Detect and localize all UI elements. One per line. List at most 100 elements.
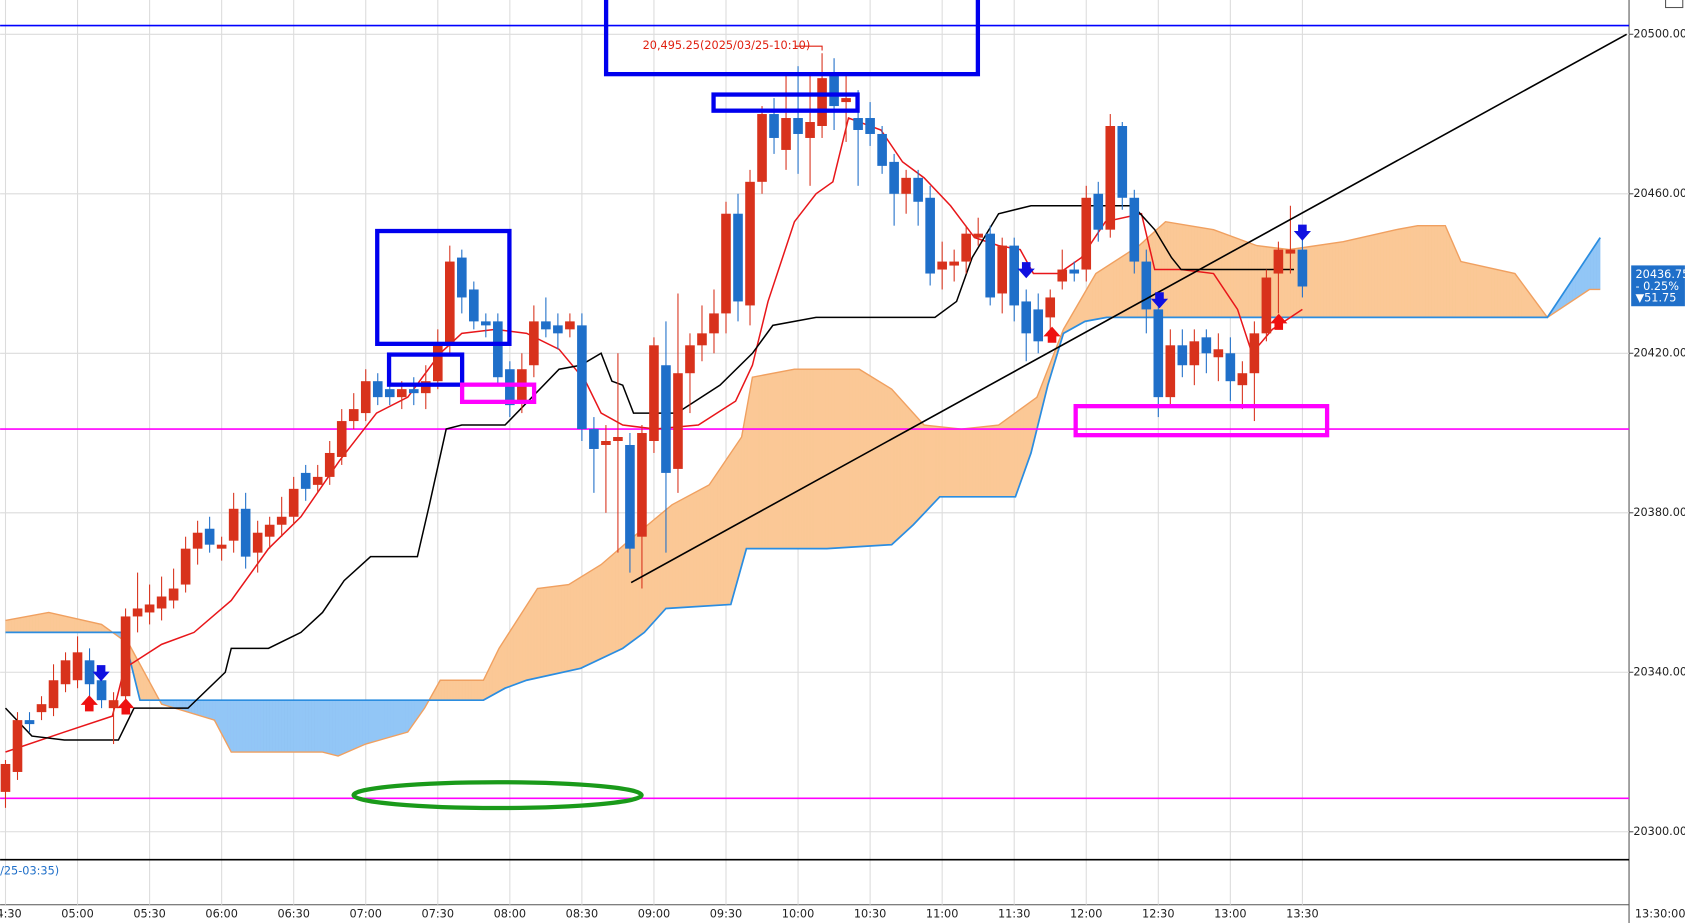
candle-body <box>1021 301 1032 334</box>
candle-body <box>1177 345 1188 366</box>
candle-body <box>649 345 659 442</box>
y-tick-label: 20420.00 <box>1633 346 1685 359</box>
highlight-box <box>603 0 981 77</box>
candle-body <box>445 261 455 346</box>
trend-line <box>630 33 1628 584</box>
y-tick-label: 20300.00 <box>1633 825 1685 838</box>
candle-body <box>853 118 863 130</box>
x-tick-label: 13:00 <box>1214 907 1246 920</box>
candle-body <box>733 213 743 302</box>
candle-body <box>601 441 611 445</box>
candle-body <box>336 421 347 457</box>
candle-body <box>1117 126 1128 198</box>
highlight-ellipse <box>351 780 644 811</box>
candle-body <box>937 261 947 270</box>
candle-body <box>252 532 263 553</box>
candle-body <box>192 532 203 549</box>
candle-body <box>469 289 479 322</box>
candle-body <box>1201 337 1212 354</box>
y-tick-label: 20340.00 <box>1633 665 1685 678</box>
candle-body <box>1261 277 1272 334</box>
candle-body <box>1033 309 1044 342</box>
candle-body <box>529 321 539 366</box>
candle-body <box>1081 197 1092 270</box>
candle-body <box>1153 309 1164 398</box>
up-arrow <box>117 698 135 715</box>
candle-body <box>1057 269 1068 282</box>
candle-body <box>1069 269 1080 274</box>
candle-body <box>913 177 923 202</box>
candle-body <box>889 161 899 194</box>
annotation-pointer <box>795 45 823 51</box>
down-arrow <box>1150 292 1169 309</box>
candle-body <box>384 389 395 398</box>
candle-body <box>781 118 791 150</box>
highlight-box <box>1073 404 1330 438</box>
candle-body <box>132 608 143 617</box>
high-annotation: 20,495.25(2025/03/25-10:10) <box>643 39 811 52</box>
candle-body <box>661 365 671 473</box>
x-tick-label: 07:00 <box>350 907 382 920</box>
candle-body <box>396 389 407 398</box>
candle-body <box>360 381 371 414</box>
x-tick-label: 12:30 <box>1142 907 1174 920</box>
candle-body <box>204 528 215 545</box>
candle-body <box>1285 249 1296 254</box>
candle-body <box>1141 261 1152 310</box>
candle-body <box>877 133 887 166</box>
candle-body <box>1045 297 1056 318</box>
candle-body <box>577 325 587 430</box>
x-tick-label: 09:30 <box>710 907 742 920</box>
buy-signals <box>80 313 1288 715</box>
x-tick-label: 04:30 <box>0 907 22 920</box>
candle-body <box>565 321 575 330</box>
candle-body <box>973 233 983 238</box>
candle-body <box>168 588 179 601</box>
candle-body <box>481 321 491 326</box>
corner-button[interactable] <box>1665 0 1684 9</box>
candle-body <box>216 544 227 549</box>
candle-body <box>697 333 707 346</box>
up-arrow <box>1043 326 1061 343</box>
candle-body <box>408 389 419 394</box>
highlight-box <box>386 352 465 387</box>
candle-body <box>673 373 683 469</box>
candle-body <box>757 114 767 182</box>
candle-body <box>1093 193 1104 230</box>
end-time: 13:30:00 <box>1635 907 1685 920</box>
candle-body <box>625 444 635 549</box>
candle-body <box>312 476 323 485</box>
candle-body <box>84 660 95 685</box>
x-tick-label: 05:30 <box>133 907 165 920</box>
highlight-box <box>459 382 537 405</box>
change: ▼51.75 <box>1635 292 1676 305</box>
last-price-box <box>1631 265 1685 307</box>
candle-body <box>12 720 23 772</box>
sell-signals <box>92 224 1311 682</box>
candle-body <box>985 233 995 298</box>
candle-body <box>96 680 107 701</box>
candle-body <box>505 369 515 406</box>
candle-body <box>1225 353 1236 382</box>
candle-body <box>1237 373 1248 386</box>
candle-body <box>1105 126 1116 230</box>
candle-body <box>709 313 719 334</box>
candle-body <box>685 345 695 374</box>
candle-body <box>829 74 839 107</box>
x-tick-label: 12:00 <box>1070 907 1102 920</box>
x-tick-label: 10:30 <box>854 907 886 920</box>
candle-body <box>1213 349 1224 358</box>
y-tick-label: 20500.00 <box>1633 27 1685 40</box>
x-tick-label: 08:30 <box>566 907 598 920</box>
candle-body <box>372 381 383 398</box>
candle-body <box>997 245 1007 294</box>
candle-body <box>288 488 299 517</box>
y-tick-label: 20380.00 <box>1633 506 1685 519</box>
highlight-box <box>375 228 512 346</box>
x-tick-label: 05:00 <box>61 907 93 920</box>
candle-body <box>901 177 911 194</box>
candle-body <box>1249 333 1260 374</box>
candle-body <box>817 78 827 127</box>
